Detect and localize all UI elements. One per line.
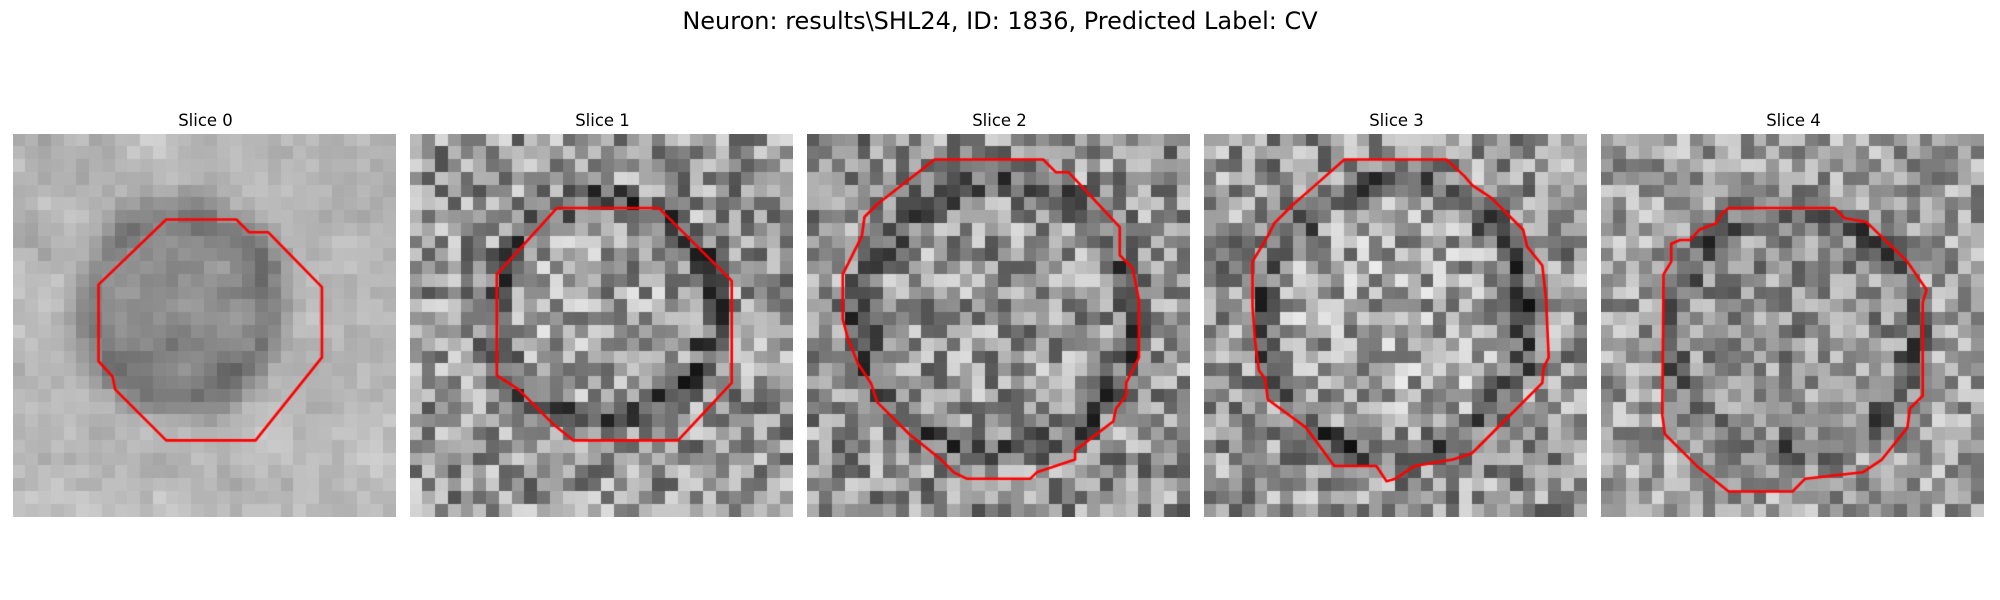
slice-panel-4: Slice 4 <box>1601 108 1986 517</box>
slice-image <box>1204 134 1587 517</box>
slice-title: Slice 4 <box>1766 111 1821 130</box>
slice-title: Slice 2 <box>972 111 1027 130</box>
slice-panel-1: Slice 1 <box>410 108 795 517</box>
slice-image <box>13 134 396 517</box>
slice-title: Slice 1 <box>575 111 630 130</box>
slice-title: Slice 3 <box>1369 111 1424 130</box>
slice-panel-3: Slice 3 <box>1204 108 1589 517</box>
slice-image <box>410 134 793 517</box>
slice-image <box>807 134 1190 517</box>
slice-title: Slice 0 <box>178 111 233 130</box>
slice-panel-0: Slice 0 <box>13 108 398 517</box>
figure-title: Neuron: results\SHL24, ID: 1836, Predict… <box>682 7 1318 35</box>
slice-image <box>1601 134 1984 517</box>
slice-panel-2: Slice 2 <box>807 108 1192 517</box>
